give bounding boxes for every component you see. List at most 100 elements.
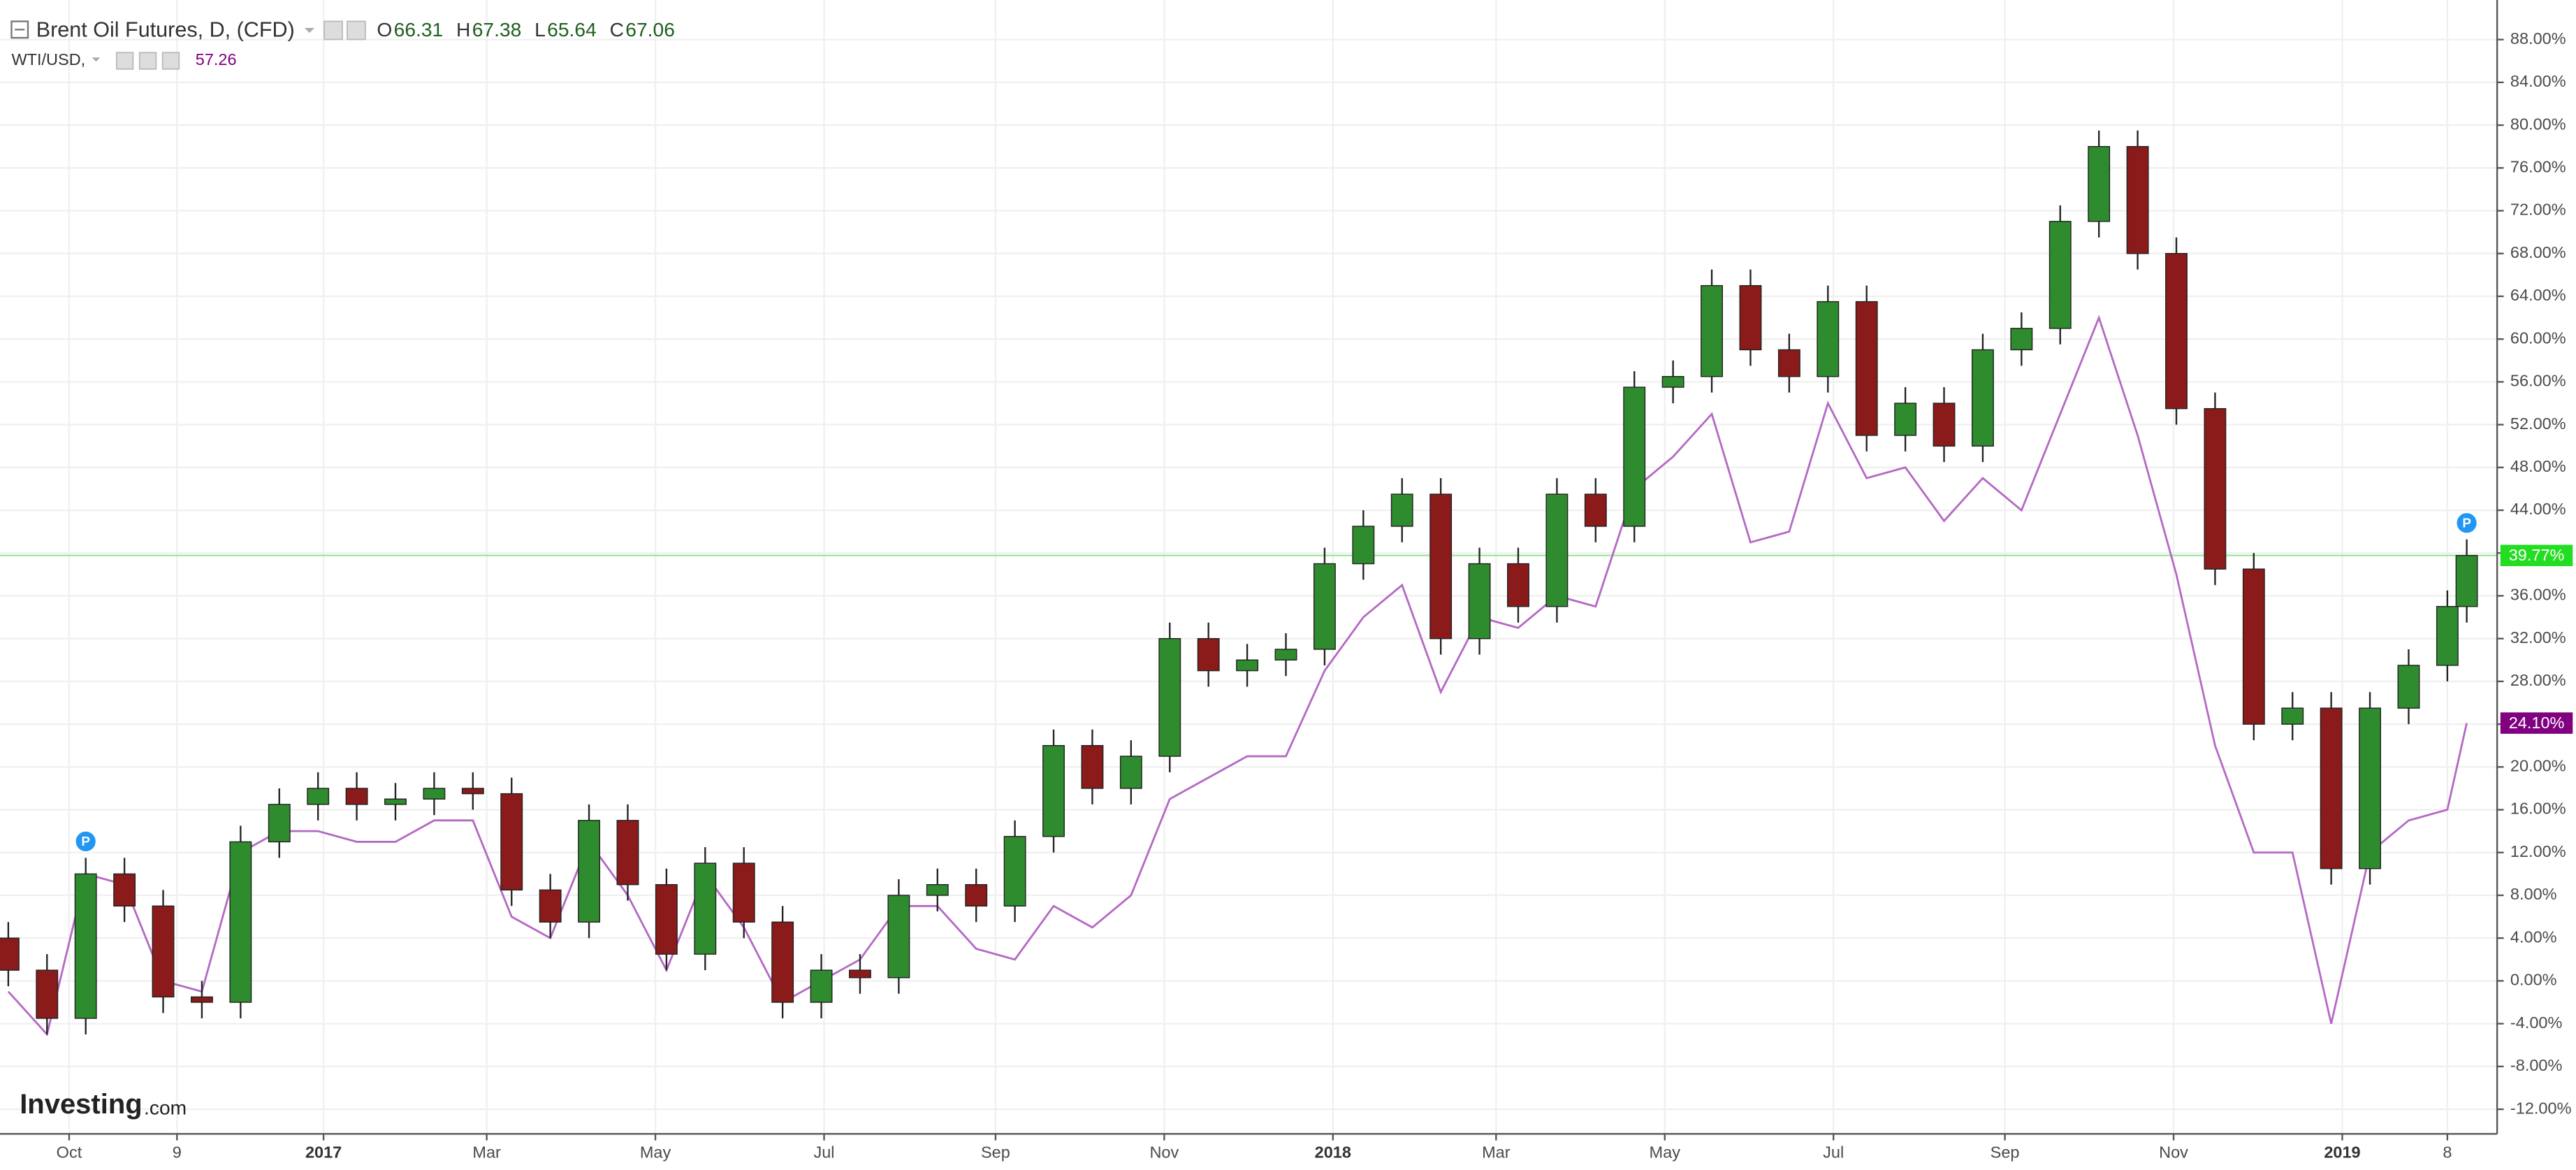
candle-body [1584,493,1607,527]
x-tick-label: Sep [981,1143,1010,1162]
y-tick-label: -4.00% [2510,1013,2563,1032]
x-tick-label: 8 [2443,1143,2452,1162]
x-tick-label: Mar [1482,1143,1511,1162]
candle-body [1352,526,1375,565]
candle-body [36,969,59,1019]
y-tick-label: 76.00% [2510,157,2566,175]
marker-badge[interactable] [2455,511,2479,535]
y-tick-label: 48.00% [2510,457,2566,475]
header-icon[interactable] [115,52,134,70]
candle-body [2281,707,2304,725]
y-tick-label: 60.00% [2510,328,2566,347]
x-tick-label: Mar [472,1143,501,1162]
ohlc-name: H [456,18,470,41]
candle-body [965,883,988,907]
line-series-name: WTI/USD, [11,50,85,68]
x-tick-label: May [640,1143,671,1162]
candle-body [1623,387,1646,527]
header-icon[interactable] [347,20,366,41]
candle-body [1468,563,1491,640]
y-tick-label: 84.00% [2510,72,2566,90]
candle-body [694,862,717,955]
candle-body [1661,376,1684,388]
watermark-suffix: .com [144,1096,187,1118]
candle-body [1158,637,1181,757]
candle-body [461,788,484,795]
candle-body [1507,563,1529,607]
candle-body [345,788,368,805]
candle-body [810,969,833,1003]
candle-body [1119,756,1142,789]
header-icon[interactable] [323,20,343,41]
candle-body [1855,301,1878,436]
candle-body [1894,403,1917,436]
y-tick-label: 8.00% [2510,885,2557,903]
line-header-value: 57.26 [196,50,237,68]
candle-body [113,873,136,907]
candle-body [2204,407,2227,570]
collapse-button[interactable] [10,20,29,39]
candle-body [887,895,910,978]
line-header: 57.26 [92,50,237,70]
candle-body [2242,568,2265,725]
candle-body [849,969,871,978]
marker-label: P [2462,515,2471,530]
ohlc-name: C [610,18,624,41]
candle-body [2049,221,2072,329]
candle-body [152,905,175,998]
candle-body [1817,301,1840,377]
candle-body [926,883,949,896]
dropdown-arrow[interactable] [92,57,101,62]
x-tick-label: May [1650,1143,1681,1162]
watermark-brand: Investing [20,1089,142,1120]
candle-body [1313,563,1336,650]
candle-body [1429,493,1453,640]
y-tick-label: 36.00% [2510,586,2566,604]
candle-body [1042,745,1065,837]
y-tick-label: 72.00% [2510,201,2566,219]
last-value-label: 24.10% [2509,714,2565,732]
last-value-box [2500,712,2573,734]
y-tick-label: 52.00% [2510,414,2566,433]
x-tick-label: Jul [813,1143,834,1162]
x-tick-label: Sep [1991,1143,2020,1162]
y-tick-label: 80.00% [2510,115,2566,133]
candle-body [2126,145,2149,254]
candle-body [2455,555,2478,607]
candle-body [307,788,330,805]
candle-body [1081,745,1104,789]
candle-body [0,937,20,971]
ohlc-header: O 66.31 H 67.38 L 65.64 C 67.06 [304,18,675,41]
candle-body [1971,349,1994,447]
candle-body [229,841,252,1003]
marker-label: P [81,834,90,848]
ohlc-value: 65.64 [547,18,597,41]
x-tick-label: Oct [57,1143,82,1162]
candle-body [539,889,562,923]
ohlc-name: L [534,18,546,41]
series-layer [0,130,2498,1037]
chart-title: Brent Oil Futures, D, (CFD) [36,18,295,42]
candle-body [2320,707,2343,869]
line-series [7,315,2468,1037]
candle-body [2397,665,2420,709]
dropdown-arrow[interactable] [304,27,314,34]
x-tick-label: 2018 [1315,1143,1351,1162]
candle-body [1701,284,1723,377]
marker-badge[interactable] [74,830,98,853]
ohlc-value: 67.06 [625,18,675,41]
header-icon[interactable] [138,52,157,70]
x-tick-label: Nov [1149,1143,1179,1162]
ohlc-value: 67.38 [472,18,522,41]
x-tick-label: 9 [173,1143,182,1162]
y-tick-label: 20.00% [2510,757,2566,775]
y-tick-label: 4.00% [2510,927,2557,946]
candle-body [384,798,407,805]
last-value-box [2500,544,2573,567]
header-icon[interactable] [161,52,180,70]
candle-body [732,862,755,923]
candle-body [616,820,639,886]
watermark: Investing .com [20,1089,187,1120]
